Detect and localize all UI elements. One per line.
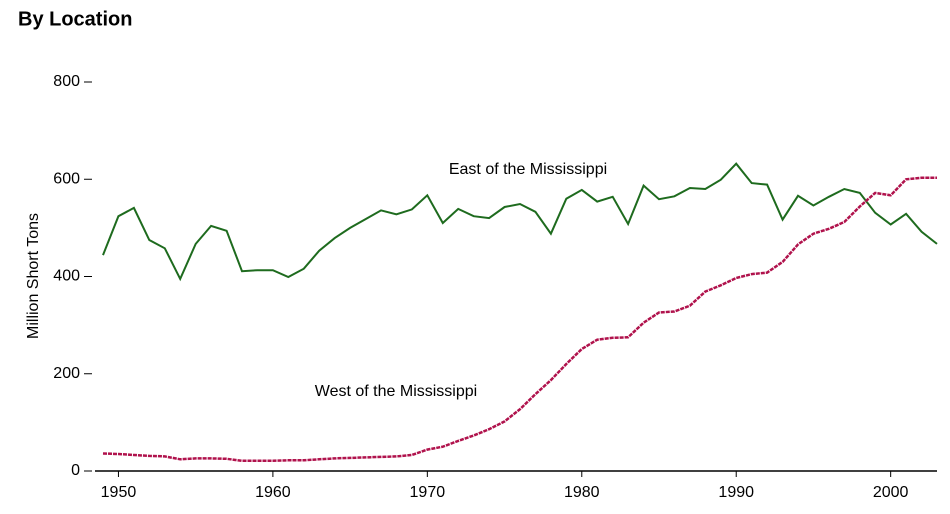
series-label: West of the Mississippi xyxy=(315,383,477,400)
y-tick-label: 200 xyxy=(53,365,80,382)
y-tick-label: 0 xyxy=(71,462,80,479)
y-tick-label: 400 xyxy=(53,268,80,285)
x-tick-label: 1990 xyxy=(718,484,754,501)
series-line xyxy=(102,176,937,463)
x-tick-label: 2000 xyxy=(873,484,909,501)
series-line xyxy=(102,162,938,282)
series-label: East of the Mississippi xyxy=(449,161,607,178)
x-tick-label: 1980 xyxy=(564,484,600,501)
x-tick-label: 1960 xyxy=(255,484,291,501)
x-tick-label: 1950 xyxy=(101,484,137,501)
chart-title: By Location xyxy=(18,8,132,30)
x-tick-label: 1970 xyxy=(410,484,446,501)
y-axis-label: Million Short Tons xyxy=(25,213,42,339)
y-tick-label: 800 xyxy=(53,73,80,90)
y-tick-label: 600 xyxy=(53,170,80,187)
